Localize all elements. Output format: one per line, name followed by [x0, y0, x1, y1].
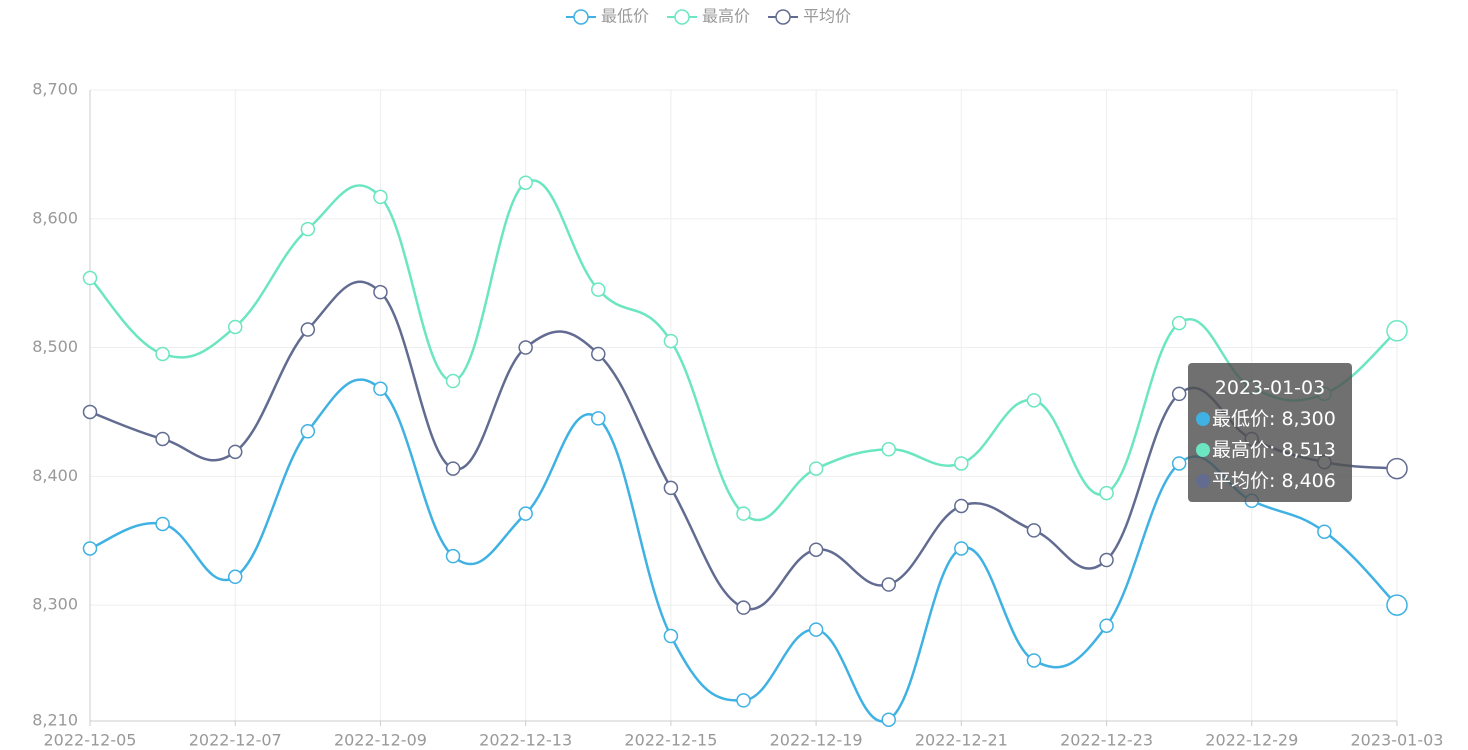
point	[808, 622, 824, 637]
y-tick-label: 8,500	[32, 337, 78, 356]
point	[1026, 523, 1042, 538]
point	[1386, 594, 1408, 616]
legend: 最低价 最高价 平均价	[566, 7, 851, 26]
point	[808, 461, 824, 476]
legend-label: 最高价	[702, 7, 750, 26]
x-tick-label: 2023-01-03	[1351, 731, 1444, 750]
point	[736, 693, 751, 708]
series-line	[89, 280, 1398, 611]
point	[591, 282, 606, 297]
point	[300, 424, 316, 439]
legend-label: 最低价	[601, 7, 649, 26]
x-tick-label: 2022-12-21	[915, 731, 1008, 750]
point	[155, 346, 170, 362]
point	[373, 381, 388, 397]
point	[82, 404, 98, 420]
tooltip-title: 2023-01-03	[1214, 377, 1326, 399]
point	[1026, 653, 1042, 668]
point	[445, 548, 461, 564]
x-tick-label: 2022-12-07	[189, 731, 282, 750]
tooltip-dot	[1196, 443, 1210, 457]
point	[1171, 386, 1187, 402]
y-tick-label: 8,400	[32, 466, 78, 485]
point	[881, 712, 896, 727]
point	[1171, 456, 1187, 471]
x-tick-label: 2022-12-09	[334, 731, 427, 750]
point	[663, 480, 679, 496]
y-tick-label: 8,210	[32, 711, 78, 730]
point	[373, 189, 388, 205]
point	[518, 175, 533, 190]
series-line	[89, 179, 1398, 522]
point	[227, 569, 243, 585]
point	[1386, 457, 1408, 480]
point	[954, 498, 969, 514]
point	[155, 431, 170, 447]
point	[591, 346, 606, 362]
point	[736, 600, 751, 615]
point	[518, 340, 533, 355]
legend-icon	[775, 9, 791, 25]
x-tick-label: 2022-12-19	[770, 731, 863, 750]
point	[1099, 618, 1114, 633]
tooltip-dot	[1196, 474, 1210, 488]
point	[881, 442, 896, 457]
point	[445, 461, 461, 476]
point	[663, 628, 679, 644]
point	[1171, 315, 1187, 331]
point	[881, 577, 896, 592]
x-tick-label: 2022-12-29	[1205, 731, 1298, 750]
point	[808, 542, 824, 557]
point	[300, 322, 316, 337]
y-tick-label: 8,700	[32, 80, 78, 99]
point	[954, 541, 969, 556]
tooltip-item: 最高价: 8,513	[1196, 435, 1352, 466]
point	[1386, 320, 1408, 342]
legend-label: 平均价	[803, 7, 851, 26]
point	[300, 221, 316, 237]
x-tick-label: 2022-12-23	[1060, 731, 1153, 750]
point	[954, 456, 969, 471]
point	[445, 373, 461, 389]
x-tick-label: 2022-12-15	[624, 731, 717, 750]
point	[82, 270, 98, 286]
legend-icon	[573, 9, 589, 25]
point	[591, 411, 606, 426]
point	[227, 319, 243, 335]
point	[736, 506, 751, 521]
point	[518, 506, 533, 521]
point	[1317, 524, 1332, 539]
tooltip-item: 最低价: 8,300	[1196, 404, 1352, 435]
tooltip-text: 最高价: 8,513	[1212, 439, 1336, 461]
point	[1099, 552, 1114, 568]
point	[227, 444, 243, 460]
point	[1026, 393, 1042, 408]
tooltip-text: 最低价: 8,300	[1212, 408, 1336, 430]
point	[1099, 485, 1114, 501]
tooltip: 2023-01-03 最低价: 8,300 最高价: 8,513 平均价: 8,40…	[1188, 363, 1352, 502]
x-tick-label: 2022-12-05	[44, 731, 137, 750]
tooltip-text: 平均价: 8,406	[1212, 470, 1336, 492]
tooltip-item: 平均价: 8,406	[1196, 466, 1352, 497]
tooltip-dot	[1196, 412, 1210, 426]
x-tick-label: 2022-12-13	[479, 731, 572, 750]
y-tick-label: 8,600	[32, 208, 78, 227]
point	[373, 284, 388, 300]
legend-icon	[674, 9, 690, 25]
point	[82, 541, 98, 556]
point	[155, 516, 170, 532]
point	[663, 333, 679, 349]
y-tick-label: 8,300	[32, 595, 78, 614]
